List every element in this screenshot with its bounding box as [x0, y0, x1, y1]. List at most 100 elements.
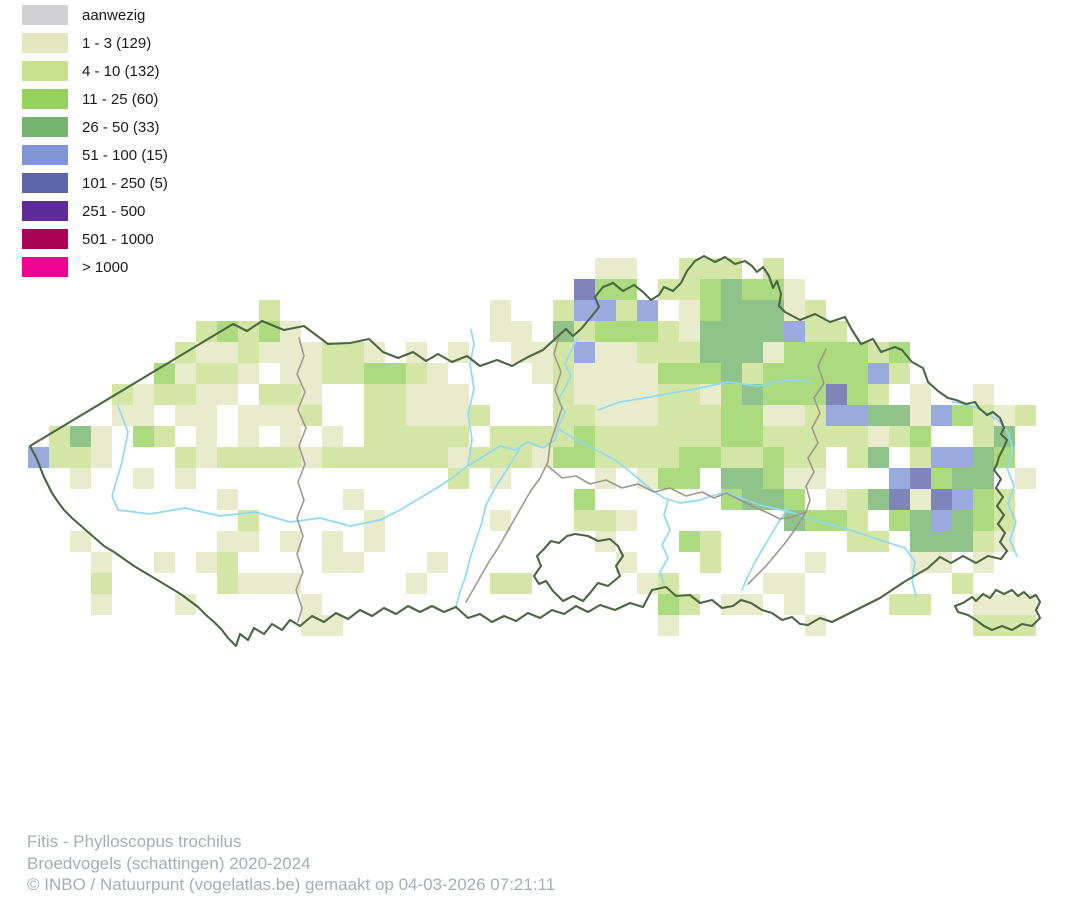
- grid-cell: [679, 342, 700, 363]
- legend-label: 51 - 100 (15): [82, 146, 168, 164]
- grid-cell: [637, 426, 658, 447]
- grid-cell: [406, 573, 427, 594]
- grid-cell: [847, 405, 868, 426]
- grid-cell: [595, 321, 616, 342]
- grid-cell: [826, 363, 847, 384]
- grid-cell: [343, 489, 364, 510]
- grid-cell: [595, 531, 616, 552]
- grid-cell: [385, 426, 406, 447]
- grid-cell: [448, 447, 469, 468]
- grid-cell: [721, 342, 742, 363]
- grid-cell: [826, 489, 847, 510]
- grid-cell: [868, 489, 889, 510]
- brussels-enclave-boundary: [532, 532, 625, 603]
- caption-credit: © INBO / Natuurpunt (vogelatlas.be) gema…: [27, 875, 556, 894]
- grid-cell: [427, 363, 448, 384]
- grid-cell: [847, 426, 868, 447]
- grid-cell: [637, 573, 658, 594]
- river-maas: [951, 401, 1018, 557]
- grid-cell: [931, 468, 952, 489]
- grid-cell: [301, 447, 322, 468]
- grid-cell: [301, 363, 322, 384]
- grid-cell: [910, 510, 931, 531]
- grid-cell: [763, 573, 784, 594]
- grid-cell: [784, 489, 805, 510]
- legend-swatch: [22, 173, 68, 193]
- voeren-exclave-boundary: [953, 588, 1042, 632]
- grid-cell: [805, 405, 826, 426]
- grid-cell: [700, 531, 721, 552]
- boundary-limburg: [747, 348, 827, 585]
- grid-cell: [805, 363, 826, 384]
- legend-item-6: 101 - 250 (5): [22, 173, 168, 193]
- legend-item-4: 26 - 50 (33): [22, 117, 168, 137]
- caption-species: Fitis - Phylloscopus trochilus: [27, 832, 242, 851]
- grid-cell: [763, 363, 784, 384]
- grid-cell: [826, 426, 847, 447]
- grid-cell: [721, 279, 742, 300]
- grid-cell: [112, 384, 133, 405]
- grid-cell: [721, 468, 742, 489]
- grid-cell: [973, 426, 994, 447]
- grid-cell: [70, 468, 91, 489]
- grid-cell: [847, 510, 868, 531]
- river-gete: [741, 507, 789, 591]
- legend-item-1: 1 - 3 (129): [22, 33, 168, 53]
- grid-cell: [553, 300, 574, 321]
- grid-cell: [721, 321, 742, 342]
- grid-cell: [217, 552, 238, 573]
- grid-cell: [700, 552, 721, 573]
- grid-cell: [490, 300, 511, 321]
- boundary-oostvl-antwerpen: [465, 335, 563, 603]
- grid-cell: [868, 531, 889, 552]
- grid-cell: [364, 531, 385, 552]
- grid-cell: [385, 363, 406, 384]
- grid-cell: [721, 447, 742, 468]
- grid-cell: [196, 384, 217, 405]
- grid-cell: [238, 531, 259, 552]
- grid-cell: [742, 363, 763, 384]
- grid-cell: [721, 363, 742, 384]
- grid-cell: [322, 342, 343, 363]
- grid-cell: [637, 300, 658, 321]
- grid-cell: [805, 342, 826, 363]
- grid-cell: [574, 405, 595, 426]
- grid-cell: [595, 300, 616, 321]
- grid-cell: [238, 405, 259, 426]
- legend-item-8: 501 - 1000: [22, 229, 168, 249]
- grid-cell: [826, 384, 847, 405]
- legend-label: 501 - 1000: [82, 230, 154, 248]
- legend-swatch: [22, 117, 68, 137]
- grid-cell: [574, 510, 595, 531]
- legend-label: 1 - 3 (129): [82, 34, 152, 52]
- grid-cell: [595, 342, 616, 363]
- grid-cell: [679, 405, 700, 426]
- grid-cell: [658, 342, 679, 363]
- grid-cell: [805, 468, 826, 489]
- grid-cell: [700, 258, 721, 279]
- grid-cell: [238, 363, 259, 384]
- grid-cell: [721, 426, 742, 447]
- grid-cell: [616, 447, 637, 468]
- grid-cell: [595, 258, 616, 279]
- grid-cell: [847, 447, 868, 468]
- grid-cell: [133, 426, 154, 447]
- river-leie: [117, 466, 467, 527]
- grid-cell: [931, 405, 952, 426]
- grid-cell: [70, 426, 91, 447]
- grid-cell: [952, 510, 973, 531]
- grid-cell: [742, 279, 763, 300]
- province-boundary-lines: [295, 335, 827, 623]
- grid-cell: [385, 447, 406, 468]
- grid-cell: [616, 342, 637, 363]
- grid-cell: [91, 573, 112, 594]
- grid-cell: [763, 426, 784, 447]
- grid-cell: [196, 426, 217, 447]
- grid-cell: [973, 384, 994, 405]
- grid-cell: [259, 573, 280, 594]
- grid-cell: [910, 426, 931, 447]
- grid-cell: [301, 384, 322, 405]
- grid-cell: [406, 447, 427, 468]
- grid-cell: [490, 321, 511, 342]
